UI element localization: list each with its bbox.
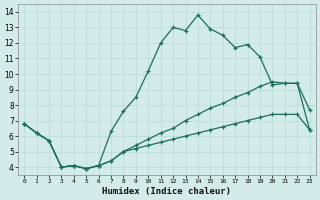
X-axis label: Humidex (Indice chaleur): Humidex (Indice chaleur) [102, 187, 231, 196]
